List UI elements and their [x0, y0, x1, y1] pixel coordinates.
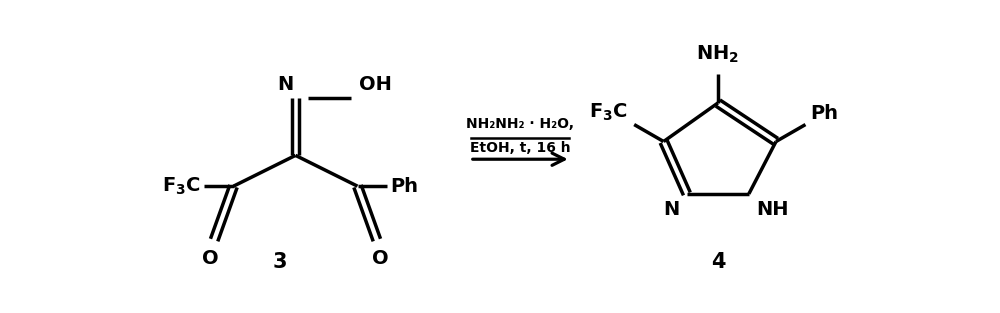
Text: $\mathbf{F_3C}$: $\mathbf{F_3C}$ — [162, 176, 201, 197]
Text: O: O — [202, 249, 219, 268]
Text: Ph: Ph — [390, 177, 418, 196]
Text: 4: 4 — [711, 252, 725, 272]
Text: Ph: Ph — [810, 104, 838, 123]
Text: N: N — [278, 75, 294, 94]
Text: N: N — [663, 200, 679, 219]
Text: $\mathbf{NH_2}$: $\mathbf{NH_2}$ — [696, 43, 739, 64]
Text: O: O — [372, 249, 389, 268]
Text: $\mathbf{F_3C}$: $\mathbf{F_3C}$ — [589, 102, 628, 123]
Text: EtOH, t, 16 h: EtOH, t, 16 h — [470, 141, 571, 155]
Text: OH: OH — [359, 75, 392, 94]
Text: 3: 3 — [273, 252, 287, 272]
Text: NH₂NH₂ · H₂O,: NH₂NH₂ · H₂O, — [466, 117, 574, 131]
Text: NH: NH — [757, 200, 789, 219]
